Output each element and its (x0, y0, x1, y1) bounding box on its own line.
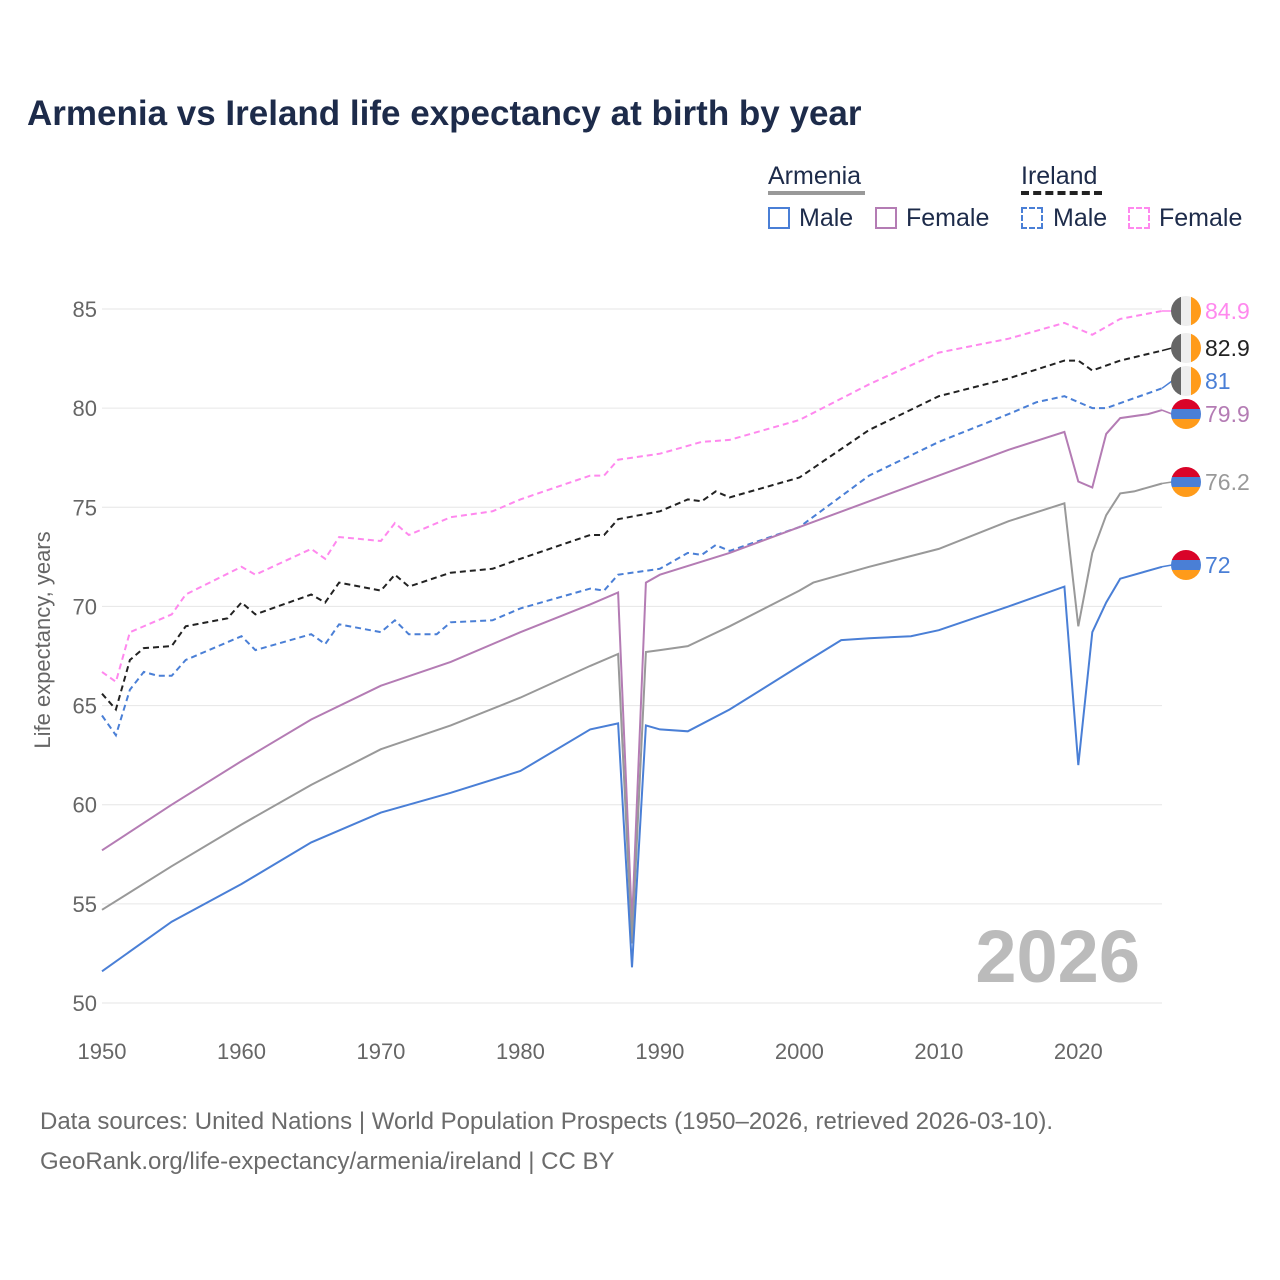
armenia-flag-icon (1171, 399, 1201, 429)
legend-group-ireland: Ireland (1021, 162, 1098, 190)
end-connector (1161, 380, 1173, 389)
series-line-ireland[interactable] (101, 349, 1163, 712)
end-value-label: 72 (1205, 552, 1231, 578)
series-line-armenia-male[interactable] (101, 565, 1163, 973)
legend-armenia-line (768, 191, 865, 195)
year-watermark: 2026 (975, 915, 1140, 998)
series-line-armenia-female[interactable] (101, 409, 1163, 924)
end-value-label: 82.9 (1205, 335, 1250, 361)
legend-group-armenia: Armenia (768, 162, 862, 190)
end-value-label: 79.9 (1205, 401, 1250, 427)
x-tick-label: 2000 (775, 1039, 824, 1064)
x-tick-label: 1970 (356, 1039, 405, 1064)
legend-ireland-line (1021, 191, 1102, 195)
footer-link[interactable]: GeoRank.org/life-expectancy/armenia/irel… (40, 1148, 615, 1175)
y-tick-label: 65 (73, 694, 97, 719)
end-value-label: 84.9 (1205, 298, 1250, 324)
x-tick-label: 2010 (914, 1039, 963, 1064)
legend-armenia-male-swatch (768, 207, 790, 229)
y-axis-label: Life expectancy, years (30, 531, 55, 748)
end-value-label: 76.2 (1205, 469, 1250, 495)
chart-title: Armenia vs Ireland life expectancy at bi… (27, 94, 862, 133)
x-tick-label: 1980 (496, 1039, 545, 1064)
legend-armenia-male[interactable]: Male (799, 204, 854, 232)
y-tick-label: 55 (73, 892, 97, 917)
y-tick-label: 50 (73, 991, 97, 1016)
legend-armenia-female-swatch (875, 207, 897, 229)
legend-ireland-female-swatch (1128, 207, 1150, 229)
ireland-flag-icon (1171, 296, 1201, 326)
y-tick-label: 60 (73, 793, 97, 818)
footer-source: Data sources: United Nations | World Pop… (40, 1108, 1054, 1135)
ireland-flag-icon (1171, 366, 1201, 396)
x-tick-label: 2020 (1054, 1039, 1103, 1064)
end-connector (1161, 481, 1173, 485)
y-tick-label: 75 (73, 495, 97, 520)
legend-ireland-female[interactable]: Female (1159, 204, 1243, 232)
y-tick-label: 85 (73, 297, 97, 322)
series-line-armenia[interactable] (101, 482, 1163, 944)
ireland-flag-icon (1171, 333, 1201, 363)
x-tick-label: 1990 (635, 1039, 684, 1064)
y-tick-label: 80 (73, 396, 97, 421)
armenia-flag-icon (1171, 467, 1201, 497)
legend-ireland-male[interactable]: Male (1053, 204, 1108, 232)
x-tick-label: 1950 (78, 1039, 127, 1064)
end-connector (1161, 347, 1173, 352)
legend-armenia-female[interactable]: Female (906, 204, 990, 232)
series-line-ireland-female[interactable] (101, 310, 1163, 684)
x-tick-label: 1960 (217, 1039, 266, 1064)
end-connector (1161, 564, 1173, 568)
series-line-ireland-male[interactable] (101, 387, 1163, 738)
legend-ireland-male-swatch (1021, 207, 1043, 229)
armenia-flag-icon (1171, 550, 1201, 580)
end-connector (1161, 409, 1173, 415)
y-tick-label: 70 (73, 594, 97, 619)
end-value-label: 81 (1205, 368, 1231, 394)
